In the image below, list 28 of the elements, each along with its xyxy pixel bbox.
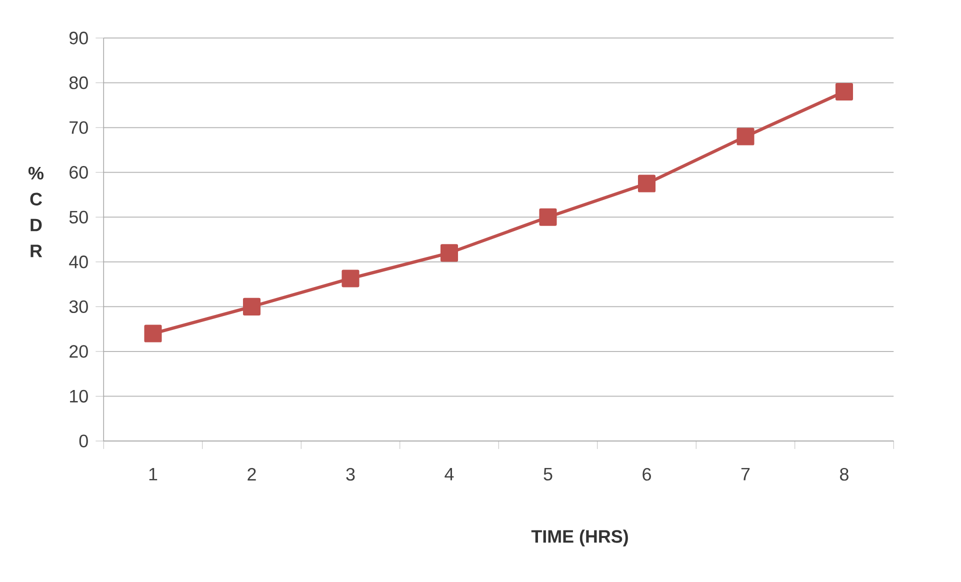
x-tick-label: 2 <box>248 468 256 480</box>
point <box>144 324 162 342</box>
point <box>638 174 656 192</box>
point <box>736 128 754 146</box>
point <box>242 298 261 316</box>
y-axis-title: % C D R <box>28 166 44 258</box>
x-tick-label: 3 <box>346 468 355 481</box>
y-tick-label: 50 <box>69 210 88 224</box>
x-tick-label: 1 <box>149 468 158 480</box>
y-tick-label: 70 <box>70 121 88 134</box>
y-tick-label: 0 <box>79 434 88 448</box>
y-tick-label: 90 <box>70 32 88 44</box>
x-tick-label: 7 <box>741 468 750 480</box>
point <box>440 244 458 262</box>
y-tick-label: 20 <box>70 345 88 358</box>
x-tick-label: 4 <box>444 468 454 480</box>
x-tick-label: 6 <box>642 468 651 481</box>
y-tick-label: 10 <box>70 390 88 403</box>
y-tick-label: 60 <box>70 166 88 179</box>
y-tick-label: 80 <box>69 76 88 90</box>
x-axis-title: TIME (HRS) <box>531 530 628 546</box>
point <box>539 208 557 226</box>
y-tick-label: 30 <box>69 300 88 314</box>
x-tick-label: 5 <box>544 468 552 480</box>
point <box>342 270 360 288</box>
x-tick-label: 8 <box>840 468 848 481</box>
point <box>835 82 854 101</box>
y-tick-label: 40 <box>69 256 88 268</box>
